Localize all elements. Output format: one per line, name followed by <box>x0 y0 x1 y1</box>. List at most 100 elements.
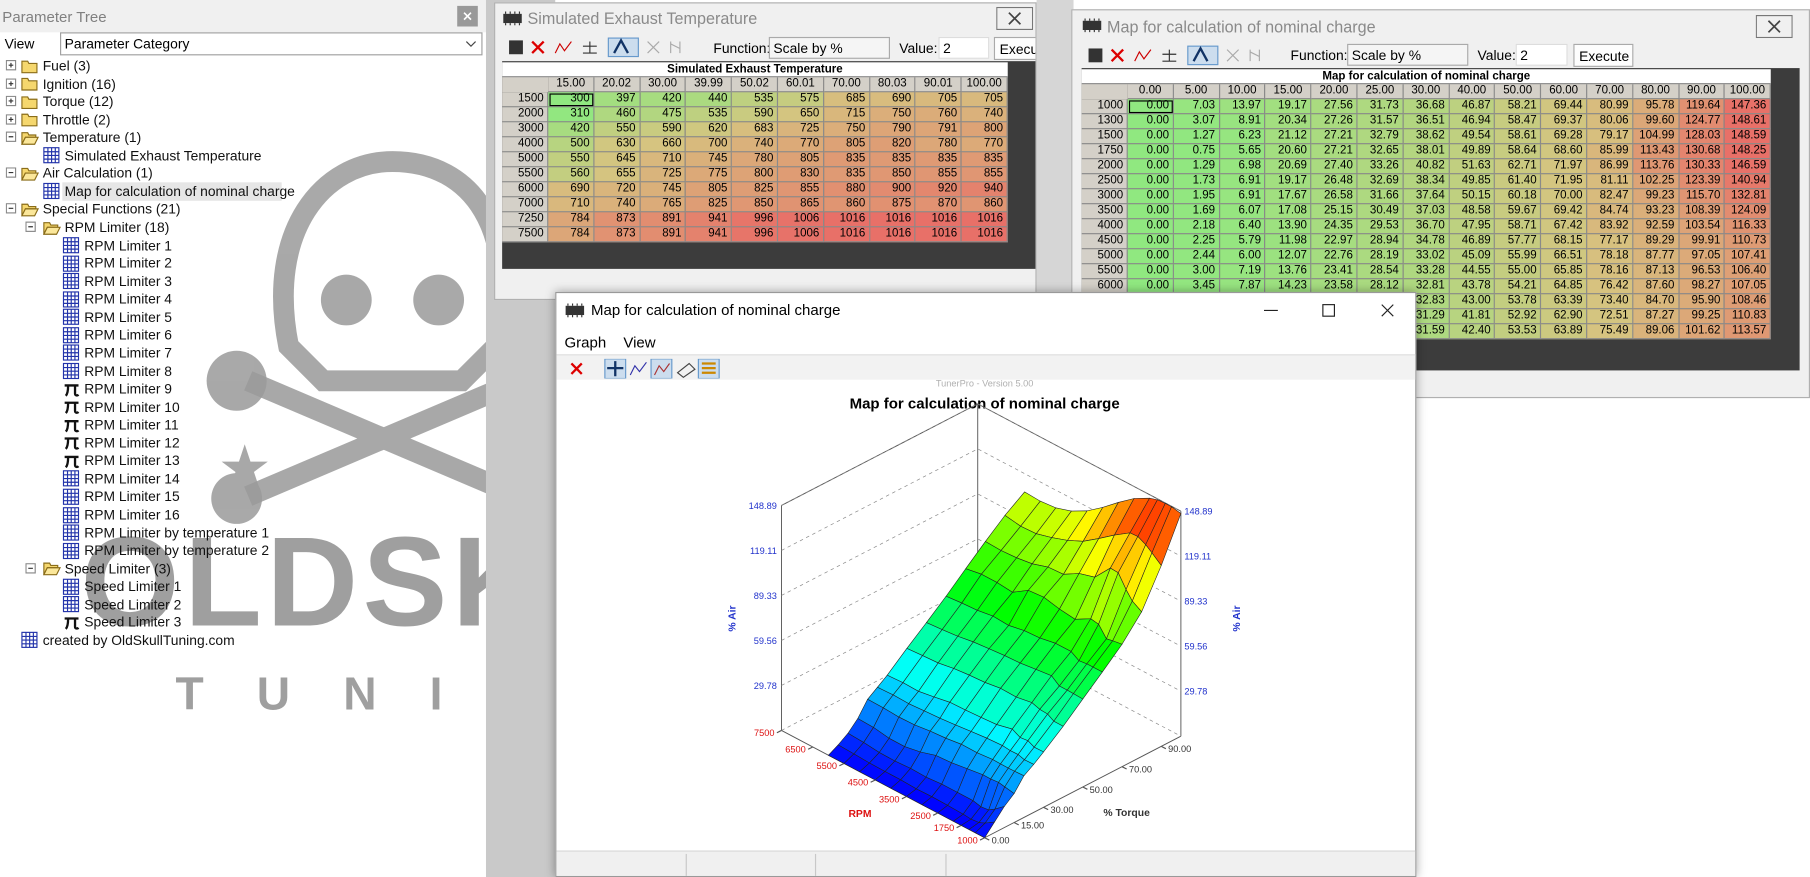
tree-item[interactable]: RPM Limiter 11 <box>84 416 179 433</box>
table-cell[interactable]: 720 <box>594 182 641 198</box>
table-cell[interactable]: 2.44 <box>1173 249 1220 265</box>
table-cell[interactable]: 397 <box>594 92 641 108</box>
table-cell[interactable]: 147.36 <box>1725 99 1771 115</box>
table-cell[interactable]: 78.16 <box>1587 264 1634 280</box>
table-cell[interactable]: 835 <box>961 152 1008 168</box>
table-cell[interactable]: 775 <box>686 167 733 183</box>
table-cell[interactable]: 5.79 <box>1219 234 1266 250</box>
table-cell[interactable]: 65.85 <box>1541 264 1588 280</box>
table-cell[interactable]: 101.62 <box>1679 324 1726 340</box>
table-cell[interactable]: 68.15 <box>1541 234 1588 250</box>
tree-expander[interactable] <box>5 131 18 144</box>
table-cell[interactable]: 0.00 <box>1127 204 1174 220</box>
table-cell[interactable]: 28.94 <box>1357 234 1404 250</box>
table-cell[interactable]: 805 <box>686 182 733 198</box>
table-cell[interactable]: 996 <box>732 212 779 228</box>
table-cell[interactable]: 765 <box>640 197 687 213</box>
menu-item[interactable]: Graph <box>564 333 607 351</box>
table-cell[interactable]: 78.18 <box>1587 249 1634 265</box>
table-cell[interactable]: 685 <box>823 92 870 108</box>
table-cell[interactable]: 58.64 <box>1495 144 1542 160</box>
table-cell[interactable]: 43.78 <box>1449 279 1496 295</box>
table-cell[interactable]: 99.23 <box>1633 189 1680 205</box>
table-cell[interactable]: 920 <box>915 182 962 198</box>
function-dropdown[interactable]: Scale by % <box>768 36 890 59</box>
table-cell[interactable]: 98.27 <box>1679 279 1726 295</box>
table-cell[interactable]: 69.28 <box>1541 129 1588 145</box>
table-cell[interactable]: 780 <box>732 152 779 168</box>
table-cell[interactable]: 725 <box>778 122 824 138</box>
table-cell[interactable]: 124.77 <box>1679 114 1726 130</box>
table-cell[interactable]: 1.69 <box>1173 204 1220 220</box>
table-cell[interactable]: 37.64 <box>1403 189 1450 205</box>
view-dropdown[interactable]: Parameter Category <box>60 32 483 56</box>
tree-expander[interactable] <box>5 95 18 108</box>
tree-item[interactable]: RPM Limiter 8 <box>84 362 173 380</box>
tree-item[interactable]: RPM Limiter 3 <box>84 273 173 290</box>
table-cell[interactable]: 87.60 <box>1633 279 1680 295</box>
table-cell[interactable]: 49.89 <box>1449 144 1496 160</box>
table-cell[interactable]: 750 <box>869 107 916 123</box>
tree-item[interactable]: Speed Limiter (3) <box>64 560 171 577</box>
table-cell[interactable]: 55.00 <box>1495 264 1542 280</box>
tree-expander[interactable] <box>5 203 18 216</box>
table-cell[interactable]: 0.00 <box>1127 114 1174 130</box>
table-cell[interactable]: 130.68 <box>1679 144 1726 160</box>
table-cell[interactable]: 27.26 <box>1311 114 1358 130</box>
value-input[interactable]: 2 <box>1515 43 1568 66</box>
table-cell[interactable]: 655 <box>594 167 641 183</box>
table-cell[interactable]: 850 <box>869 167 916 183</box>
table-cell[interactable]: 45.09 <box>1449 249 1496 265</box>
table-cell[interactable]: 1.27 <box>1173 129 1220 145</box>
table-cell[interactable]: 76.42 <box>1587 279 1634 295</box>
tree-item[interactable]: RPM Limiter 6 <box>84 327 173 344</box>
table-cell[interactable]: 660 <box>640 137 687 153</box>
table-cell[interactable]: 996 <box>732 227 779 243</box>
tree-item[interactable]: RPM Limiter 5 <box>84 309 173 326</box>
table-cell[interactable]: 113.57 <box>1725 324 1771 340</box>
tree-close-button[interactable] <box>457 5 478 27</box>
table-cell[interactable]: 119.64 <box>1679 99 1726 115</box>
table-cell[interactable]: 13.76 <box>1265 264 1312 280</box>
table-cell[interactable]: 43.00 <box>1449 294 1496 310</box>
execute-button[interactable]: Execute <box>993 36 1036 61</box>
table-cell[interactable]: 28.19 <box>1357 249 1404 265</box>
table-cell[interactable]: 860 <box>823 197 870 213</box>
table-cell[interactable]: 73.40 <box>1587 294 1634 310</box>
table-cell[interactable]: 63.89 <box>1541 324 1588 340</box>
table-cell[interactable]: 590 <box>732 107 779 123</box>
table-cell[interactable]: 36.70 <box>1403 219 1450 235</box>
table-cell[interactable]: 62.71 <box>1495 159 1542 175</box>
table-cell[interactable]: 855 <box>961 167 1008 183</box>
table-cell[interactable]: 64.85 <box>1541 279 1588 295</box>
table-cell[interactable]: 38.62 <box>1403 129 1450 145</box>
table-cell[interactable]: 83.92 <box>1587 219 1634 235</box>
table-cell[interactable]: 33.02 <box>1403 249 1450 265</box>
table-cell[interactable]: 740 <box>961 107 1008 123</box>
table-cell[interactable]: 791 <box>915 122 962 138</box>
table-cell[interactable]: 87.13 <box>1633 264 1680 280</box>
tree-item[interactable]: RPM Limiter (18) <box>64 219 170 236</box>
toolbar-icons[interactable] <box>1086 45 1282 66</box>
table-cell[interactable]: 72.51 <box>1587 309 1634 325</box>
table-cell[interactable]: 27.40 <box>1311 159 1358 175</box>
table-cell[interactable]: 113.76 <box>1633 159 1680 175</box>
table-cell[interactable]: 140.94 <box>1725 174 1771 190</box>
table-cell[interactable]: 132.81 <box>1725 189 1771 205</box>
table-cell[interactable]: 27.56 <box>1311 99 1358 115</box>
table-cell[interactable]: 22.76 <box>1311 249 1358 265</box>
table-cell[interactable]: 12.07 <box>1265 249 1312 265</box>
table-cell[interactable]: 58.61 <box>1495 129 1542 145</box>
table-cell[interactable]: 460 <box>594 107 641 123</box>
table-cell[interactable]: 630 <box>594 137 641 153</box>
table-cell[interactable]: 19.17 <box>1265 174 1312 190</box>
table-cell[interactable]: 0.00 <box>1127 234 1174 250</box>
table-cell[interactable]: 92.59 <box>1633 219 1680 235</box>
table-cell[interactable]: 29.53 <box>1357 219 1404 235</box>
table-cell[interactable]: 3.07 <box>1173 114 1220 130</box>
tree-item[interactable]: RPM Limiter 15 <box>84 488 180 505</box>
table-cell[interactable]: 58.47 <box>1495 114 1542 130</box>
table-cell[interactable]: 0.00 <box>1127 264 1174 280</box>
table-cell[interactable]: 1016 <box>869 212 916 228</box>
tree-item[interactable]: RPM Limiter 14 <box>84 470 180 487</box>
